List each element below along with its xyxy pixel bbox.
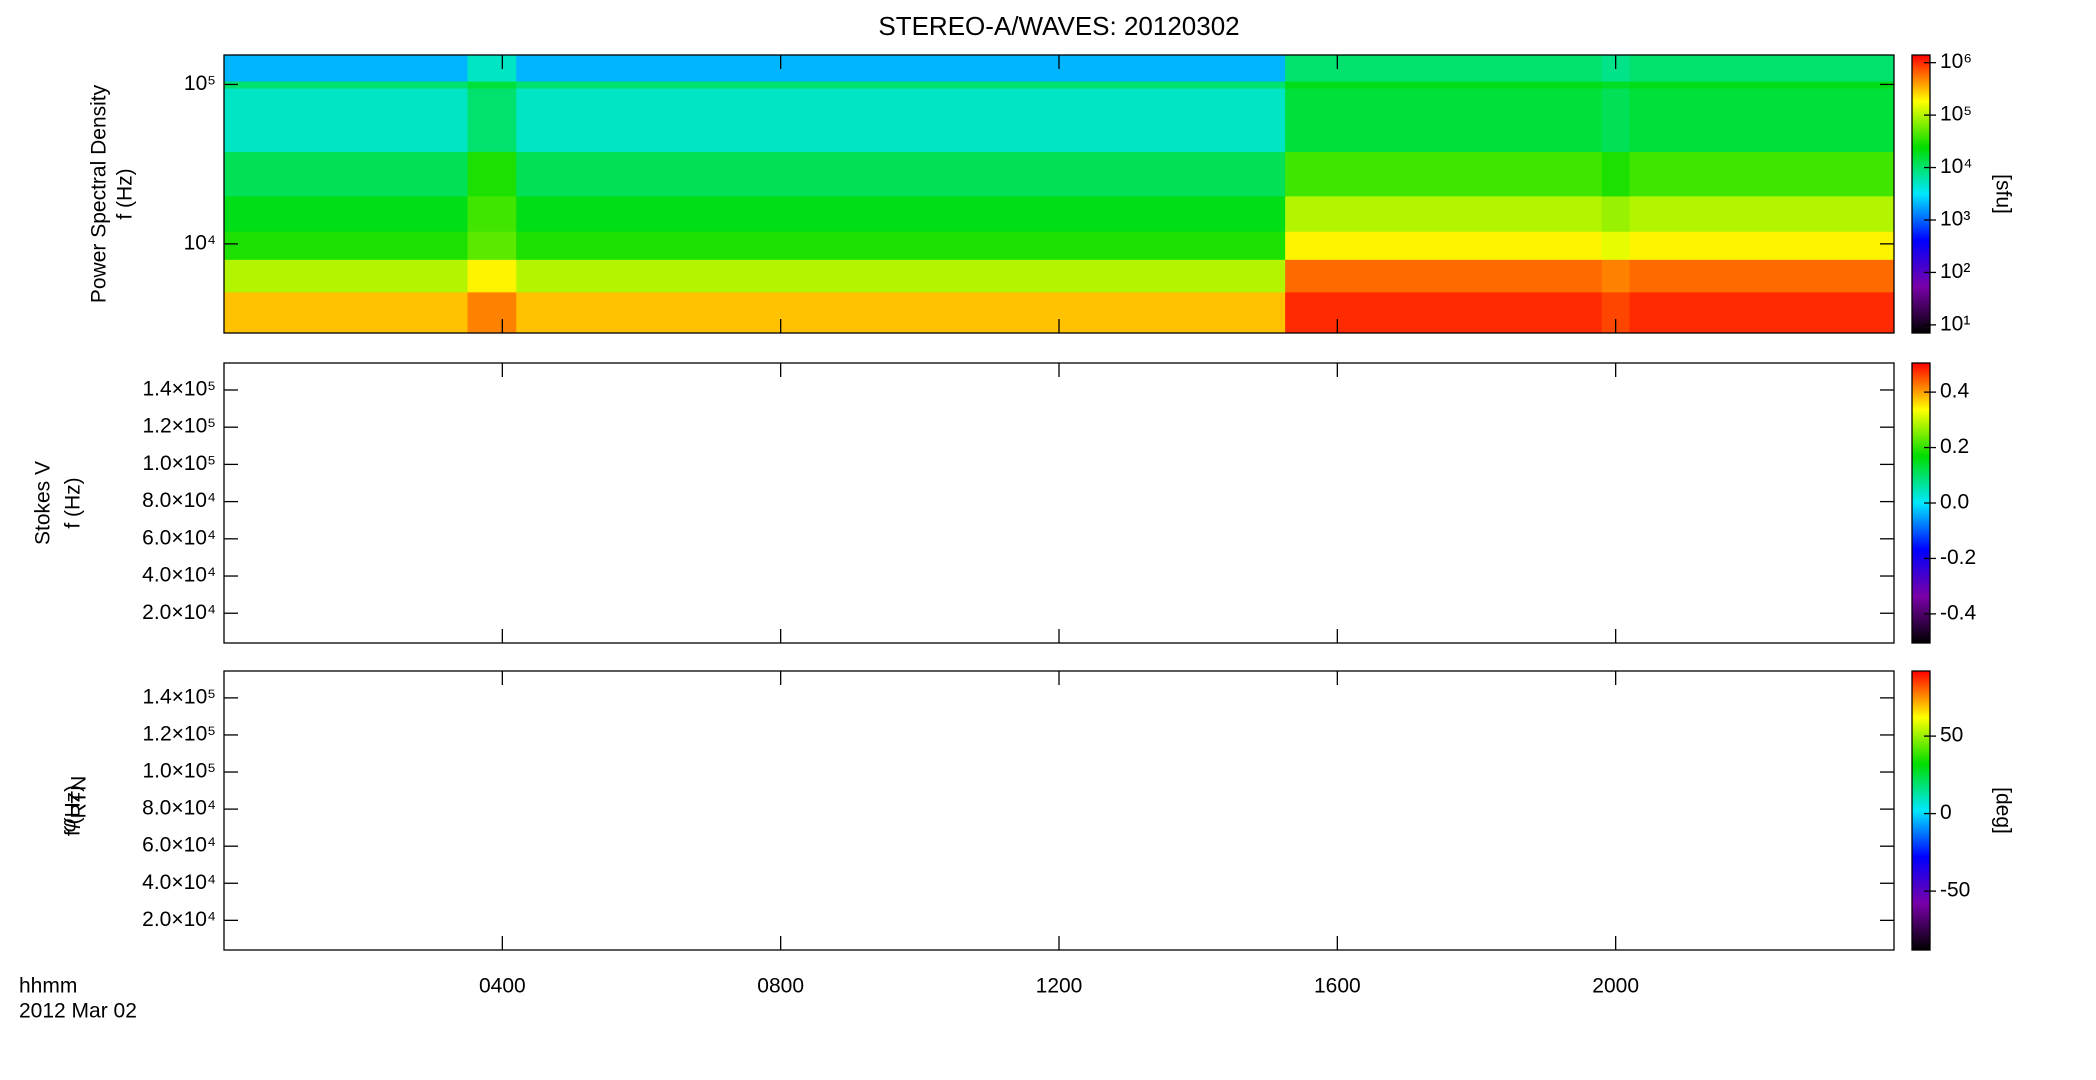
y-tick-label: 2.0×10⁴ xyxy=(142,908,216,931)
date-label: 2012 Mar 02 xyxy=(19,1000,137,1023)
x-tick-label: 1600 xyxy=(1314,975,1361,998)
y-tick-label: 4.0×10⁴ xyxy=(142,871,216,894)
colorbar-tick-label: -0.4 xyxy=(1940,601,1977,624)
heatmap-cell xyxy=(1285,55,1603,82)
y-axis-label: f (Hz) xyxy=(62,785,85,836)
colorbar-tick-label: 0.4 xyxy=(1940,380,1970,403)
heatmap-cell xyxy=(1629,87,1895,152)
heatmap-cell xyxy=(224,151,469,197)
colorbar-tick-label: 0.0 xyxy=(1940,491,1969,514)
heatmap-cell xyxy=(467,231,517,260)
colorbar-tick-label: 0 xyxy=(1940,801,1952,824)
y-axis-label: Stokes V xyxy=(32,461,55,545)
heatmap-cell xyxy=(467,55,517,82)
y-tick-label: 1.2×10⁵ xyxy=(142,723,216,746)
heatmap-cell xyxy=(516,231,1286,260)
heatmap-cell xyxy=(1601,81,1631,89)
y-tick-label: 1.4×10⁵ xyxy=(142,685,216,708)
colorbar-tick-label: 10⁶ xyxy=(1940,50,1972,73)
y-axis-label: Power Spectral Density xyxy=(88,84,111,303)
colorbar-tick-label: 10³ xyxy=(1940,208,1970,231)
heatmap-cell xyxy=(1629,81,1895,89)
y-tick-label: 6.0×10⁴ xyxy=(142,834,216,857)
heatmap-cell xyxy=(1285,195,1603,232)
colorbar-tick-label: -50 xyxy=(1940,879,1970,902)
heatmap-cell xyxy=(1285,151,1603,197)
y-tick-label: 4.0×10⁴ xyxy=(142,564,216,587)
heatmap-cell xyxy=(224,81,469,89)
heatmap-cell xyxy=(1601,259,1631,293)
x-tick-label: 0800 xyxy=(757,975,804,998)
y-axis-label-symbol: φ xyxy=(58,818,81,832)
heatmap-cell xyxy=(516,81,1286,89)
colorbar-label: [sfu] xyxy=(1991,174,2014,214)
heatmap-cell xyxy=(1285,81,1603,89)
heatmap-cell xyxy=(467,291,517,334)
colorbar-tick-label: 10⁴ xyxy=(1940,155,1972,178)
colorbar-label: [deg] xyxy=(1991,787,2014,834)
heatmap-cell xyxy=(224,55,469,82)
y-tick-label: 8.0×10⁴ xyxy=(142,797,216,820)
heatmap-cell xyxy=(1629,195,1895,232)
heatmap-cell xyxy=(1285,231,1603,260)
heatmap-cell xyxy=(516,55,1286,82)
x-tick-label: 0400 xyxy=(479,975,526,998)
y-tick-label: 1.2×10⁵ xyxy=(142,415,216,438)
colorbar xyxy=(1911,670,1931,951)
colorbar-tick-label: 10² xyxy=(1940,260,1970,283)
heatmap-cell xyxy=(1601,151,1631,197)
heatmap-cell xyxy=(1285,87,1603,152)
heatmap-cell xyxy=(1629,55,1895,82)
colorbar xyxy=(1911,54,1931,334)
x-tick-label: 2000 xyxy=(1592,975,1639,998)
heatmap-cell xyxy=(467,81,517,89)
y-tick-label: 2.0×10⁴ xyxy=(142,601,216,624)
heatmap-cell xyxy=(467,87,517,152)
heatmap-cell xyxy=(224,195,469,232)
heatmap-cell xyxy=(467,195,517,232)
heatmap-cell xyxy=(1285,291,1603,334)
heatmap-cell xyxy=(516,87,1286,152)
colorbar-tick-label: 50 xyxy=(1940,724,1963,747)
heatmap-cell xyxy=(1285,259,1603,293)
heatmap-cell xyxy=(516,151,1286,197)
heatmap-cell xyxy=(516,259,1286,293)
heatmap-cell xyxy=(224,231,469,260)
heatmap-cell xyxy=(1601,87,1631,152)
heatmap-cell xyxy=(516,195,1286,232)
heatmap-cell xyxy=(224,291,469,334)
x-axis-label: hhmm xyxy=(19,975,77,998)
y-tick-label: 10⁵ xyxy=(184,72,216,95)
colorbar-tick-label: 10⁵ xyxy=(1940,103,1972,126)
heatmap-cell xyxy=(516,291,1286,334)
y-axis-label: f (Hz) xyxy=(114,168,137,219)
colorbar-tick-label: -0.2 xyxy=(1940,546,1976,569)
heatmap-cell xyxy=(467,151,517,197)
heatmap-cell xyxy=(1629,259,1895,293)
heatmap-cell xyxy=(467,259,517,293)
y-tick-label: 1.0×10⁵ xyxy=(142,452,216,475)
x-tick-label: 1200 xyxy=(1036,975,1083,998)
y-tick-label: 1.0×10⁵ xyxy=(142,760,216,783)
y-axis-label: f (Hz) xyxy=(62,477,85,528)
y-tick-label: 8.0×10⁴ xyxy=(142,489,216,512)
heatmap-cell xyxy=(1629,151,1895,197)
heatmap-cell xyxy=(1629,231,1895,260)
y-tick-label: 10⁴ xyxy=(184,231,216,254)
y-tick-label: 1.4×10⁵ xyxy=(142,378,216,401)
heatmap-cell xyxy=(1629,291,1895,334)
heatmap-cell xyxy=(224,87,469,152)
colorbar-tick-label: 10¹ xyxy=(1940,312,1970,335)
y-tick-label: 6.0×10⁴ xyxy=(142,526,216,549)
heatmap-cell xyxy=(1601,231,1631,260)
chart-title: STEREO-A/WAVES: 20120302 xyxy=(878,11,1239,41)
y-axis-label-subscript: RTN xyxy=(68,776,91,819)
colorbar-tick-label: 0.2 xyxy=(1940,435,1969,458)
heatmap-cell xyxy=(224,259,469,293)
heatmap-cell xyxy=(1601,195,1631,232)
